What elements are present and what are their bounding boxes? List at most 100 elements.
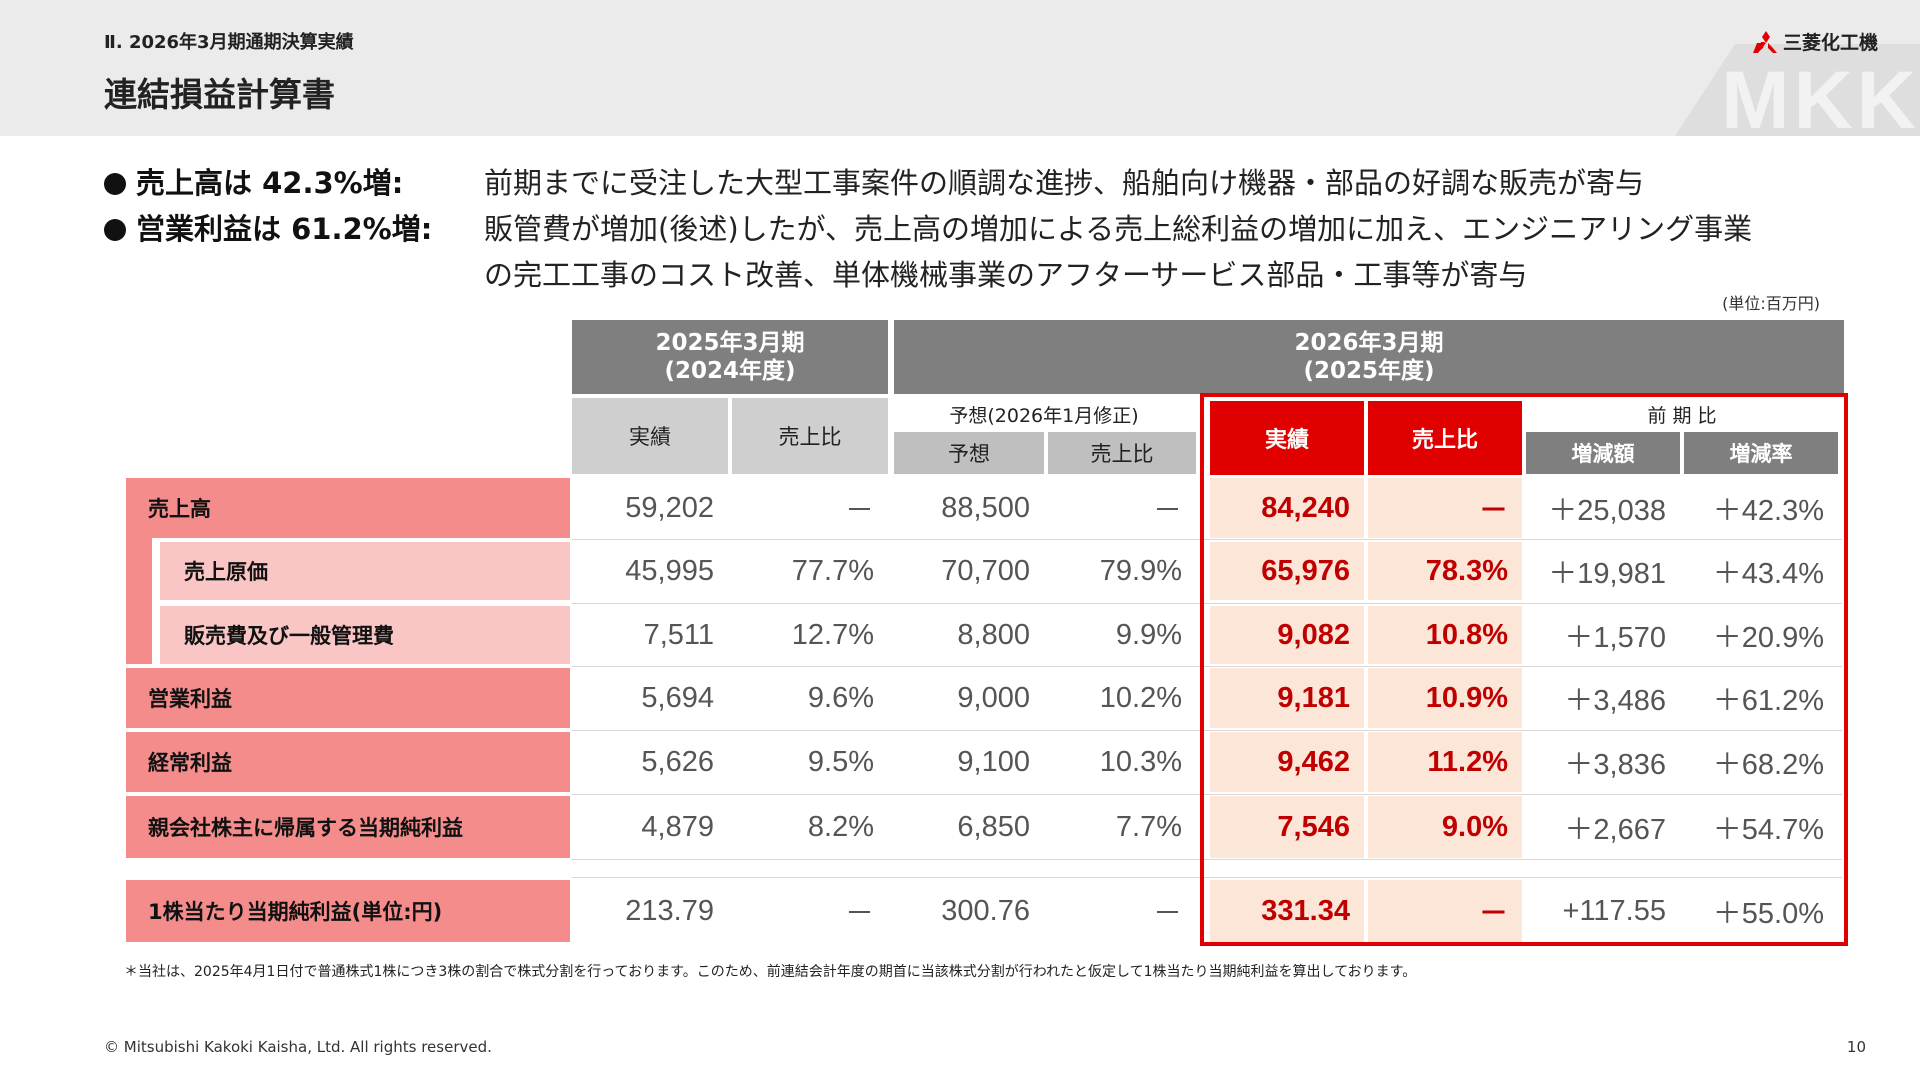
row-label-eps: 1株当たり当期純利益(単位:円): [126, 880, 570, 942]
cell-forecast: 88,500: [941, 491, 1030, 524]
three-diamonds-icon: [1752, 30, 1777, 53]
cell-change: ＋19,981: [1548, 558, 1666, 590]
fy2026-header-line2: (2025年度): [1303, 358, 1435, 384]
cell-forecast-ratio: 9.9%: [1115, 618, 1182, 651]
col-header-prev-ratio: 売上比: [732, 398, 888, 474]
cell-prev-ratio: －: [844, 495, 874, 527]
watermark-text: MKK: [1721, 55, 1920, 137]
cell-prev-actual: 213.79: [625, 894, 714, 927]
row-label-sga: 販売費及び一般管理費: [160, 606, 570, 664]
cell-actual: 7,546: [1210, 796, 1364, 858]
cell-change: +117.55: [1562, 894, 1666, 927]
logo-text: 三菱化工機: [1782, 32, 1878, 54]
col-header-actual-ratio: 売上比: [1368, 401, 1522, 475]
unit-label: (単位:百万円): [1722, 294, 1820, 313]
col-header-forecast: 予想: [894, 432, 1044, 474]
row-separator: [572, 794, 1842, 795]
cell-rate: ＋55.0%: [1712, 898, 1824, 930]
bullet-icon: [104, 173, 126, 195]
cell-actual-ratio: 10.9%: [1368, 668, 1522, 728]
cell-actual-ratio: 11.2%: [1368, 732, 1522, 792]
row-label-indent-bar: [126, 538, 152, 664]
cell-actual-ratio: 10.8%: [1368, 606, 1522, 664]
bullet-icon: [104, 219, 126, 241]
cell-rate: ＋42.3%: [1712, 495, 1824, 527]
summary-label: 売上高は 42.3%増:: [136, 166, 404, 200]
row-label-net-income: 親会社株主に帰属する当期純利益: [126, 796, 570, 858]
section-label: Ⅱ. 2026年3月期通期決算実績: [104, 32, 354, 53]
cell-actual: 9,082: [1210, 606, 1364, 664]
cell-forecast-ratio: 10.2%: [1099, 681, 1182, 714]
cell-prev-actual: 59,202: [625, 491, 714, 524]
cell-rate: ＋68.2%: [1712, 749, 1824, 781]
col-header-change: 増減額: [1526, 432, 1680, 474]
cell-change: ＋3,486: [1564, 685, 1666, 717]
cell-change: ＋2,667: [1564, 814, 1666, 846]
cell-actual: 65,976: [1210, 542, 1364, 600]
cell-actual: 84,240: [1210, 478, 1364, 538]
summary-text-continued: の完工工事のコスト改善、単体機械事業のアフターサービス部品・工事等が寄与: [484, 258, 1528, 292]
footnote: ＊当社は、2025年4月1日付で普通株式1株につき3株の割合で株式分割を行ってお…: [124, 964, 1417, 980]
page-number: 10: [1846, 1038, 1866, 1056]
summary-text: 販管費が増加(後述)したが、売上高の増加による売上総利益の増加に加え、エンジニア…: [484, 212, 1753, 246]
cell-prev-ratio: －: [844, 898, 874, 930]
cell-change: ＋3,836: [1564, 749, 1666, 781]
fy2025-header: 2025年3月期 (2024年度): [572, 320, 888, 394]
fy2026-header: 2026年3月期 (2025年度): [894, 320, 1844, 394]
row-label-operating-income: 営業利益: [126, 668, 570, 728]
cell-forecast: 9,000: [957, 681, 1030, 714]
row-separator: [572, 603, 1842, 604]
cell-actual-ratio: 78.3%: [1368, 542, 1522, 600]
cell-forecast-ratio: 79.9%: [1099, 554, 1182, 587]
summary-text: 前期までに受注した大型工事案件の順調な進捗、船舶向け機器・部品の好調な販売が寄与: [484, 166, 1645, 200]
cell-rate: ＋61.2%: [1712, 685, 1824, 717]
row-separator: [572, 666, 1842, 667]
cell-change: ＋25,038: [1548, 495, 1666, 527]
cell-prev-ratio: 9.5%: [807, 745, 874, 778]
cell-forecast: 8,800: [957, 618, 1030, 651]
cell-prev-actual: 45,995: [625, 554, 714, 587]
cell-forecast-ratio: 7.7%: [1115, 810, 1182, 843]
current-year-highlight-frame: [1200, 393, 1848, 946]
row-separator: [572, 877, 1842, 878]
cell-forecast: 70,700: [941, 554, 1030, 587]
page-title: 連結損益計算書: [104, 75, 335, 114]
cell-forecast: 6,850: [957, 810, 1030, 843]
col-header-prev-actual: 実績: [572, 398, 728, 474]
cell-prev-ratio: 12.7%: [791, 618, 874, 651]
cell-actual-ratio: －: [1368, 880, 1522, 942]
company-logo: 三菱化工機: [1752, 28, 1878, 55]
cell-forecast-ratio: －: [1152, 898, 1182, 930]
cell-prev-ratio: 77.7%: [791, 554, 874, 587]
summary-section: 売上高は 42.3%増: 前期までに受注した大型工事案件の順調な進捗、船舶向け機…: [104, 160, 1904, 292]
forecast-group-header: 予想(2026年1月修正): [949, 404, 1139, 427]
cell-rate: ＋54.7%: [1712, 814, 1824, 846]
row-separator: [572, 859, 1842, 860]
cell-prev-ratio: 9.6%: [807, 681, 874, 714]
cell-forecast: 9,100: [957, 745, 1030, 778]
cell-prev-actual: 5,694: [641, 681, 714, 714]
cell-actual: 331.34: [1210, 880, 1364, 942]
cell-prev-actual: 7,511: [643, 618, 714, 651]
col-header-actual: 実績: [1210, 401, 1364, 475]
col-header-rate: 増減率: [1684, 432, 1838, 474]
yoy-group-header: 前 期 比: [1647, 404, 1717, 427]
cell-rate: ＋20.9%: [1712, 622, 1824, 654]
fy2026-header-line1: 2026年3月期: [1294, 330, 1444, 356]
cell-actual-ratio: 9.0%: [1368, 796, 1522, 858]
cell-prev-actual: 4,879: [641, 810, 714, 843]
summary-label: 営業利益は 61.2%増:: [136, 212, 433, 246]
cell-forecast-ratio: －: [1152, 495, 1182, 527]
cell-actual: 9,181: [1210, 668, 1364, 728]
row-separator: [572, 730, 1842, 731]
summary-item: 売上高は 42.3%増: 前期までに受注した大型工事案件の順調な進捗、船舶向け機…: [104, 160, 1904, 206]
summary-item: 営業利益は 61.2%増: 販管費が増加(後述)したが、売上高の増加による売上総…: [104, 206, 1904, 292]
row-label-cost-of-sales: 売上原価: [160, 542, 570, 600]
row-label-sales: 売上高: [126, 478, 570, 538]
cell-forecast-ratio: 10.3%: [1099, 745, 1182, 778]
cell-actual: 9,462: [1210, 732, 1364, 792]
cell-prev-actual: 5,626: [641, 745, 714, 778]
fy2025-header-line1: 2025年3月期: [655, 330, 805, 356]
cell-rate: ＋43.4%: [1712, 558, 1824, 590]
cell-prev-ratio: 8.2%: [807, 810, 874, 843]
